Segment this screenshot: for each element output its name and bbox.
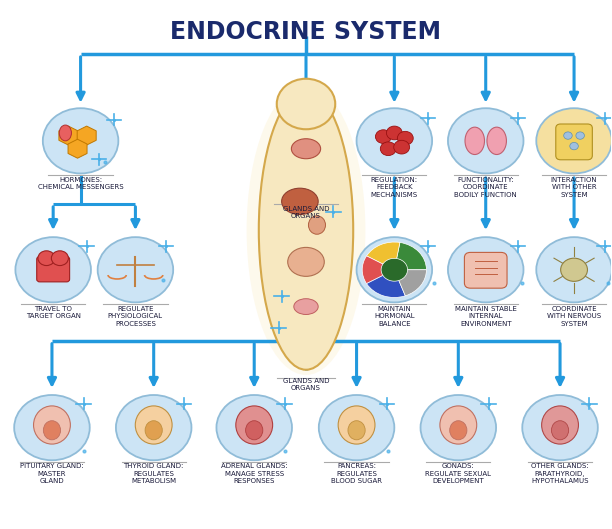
- Ellipse shape: [338, 406, 375, 444]
- Ellipse shape: [59, 125, 72, 141]
- Circle shape: [51, 251, 69, 266]
- Ellipse shape: [348, 421, 365, 440]
- Circle shape: [448, 108, 523, 174]
- Circle shape: [15, 237, 91, 303]
- FancyBboxPatch shape: [556, 124, 592, 160]
- Circle shape: [448, 237, 523, 303]
- Circle shape: [375, 130, 391, 143]
- Ellipse shape: [43, 421, 61, 440]
- Ellipse shape: [135, 406, 172, 444]
- Circle shape: [381, 258, 408, 281]
- FancyBboxPatch shape: [37, 257, 70, 282]
- Ellipse shape: [145, 421, 162, 440]
- Ellipse shape: [308, 216, 326, 234]
- Text: ADRENAL GLANDS:
MANAGE STRESS
RESPONSES: ADRENAL GLANDS: MANAGE STRESS RESPONSES: [221, 463, 288, 485]
- Ellipse shape: [487, 127, 507, 154]
- Circle shape: [217, 395, 292, 460]
- Text: COORDINATE
WITH NERVOUS
SYSTEM: COORDINATE WITH NERVOUS SYSTEM: [547, 306, 601, 326]
- Wedge shape: [367, 270, 405, 297]
- Circle shape: [536, 108, 612, 174]
- Text: HORMONES:
CHEMICAL MESSENGERS: HORMONES: CHEMICAL MESSENGERS: [38, 177, 124, 190]
- Text: OTHER GLANDS:
PARATHYROID,
HYPOTHALAMUS: OTHER GLANDS: PARATHYROID, HYPOTHALAMUS: [531, 463, 589, 485]
- Circle shape: [576, 132, 584, 139]
- Text: REGULATE
PHYSIOLOGICAL
PROCESSES: REGULATE PHYSIOLOGICAL PROCESSES: [108, 306, 163, 326]
- Text: FUNCTIONALITY:
COORDINATE
BODILY FUNCTION: FUNCTIONALITY: COORDINATE BODILY FUNCTIO…: [454, 177, 517, 198]
- Ellipse shape: [288, 248, 324, 276]
- Text: INTERACTION
WITH OTHER
SYSTEM: INTERACTION WITH OTHER SYSTEM: [551, 177, 597, 198]
- Text: ENDOCRINE SYSTEM: ENDOCRINE SYSTEM: [171, 20, 441, 44]
- Circle shape: [319, 395, 394, 460]
- Wedge shape: [362, 256, 394, 284]
- Circle shape: [43, 108, 118, 174]
- Ellipse shape: [245, 421, 263, 440]
- Ellipse shape: [236, 406, 272, 444]
- Text: GONADS:
REGULATE SEXUAL
DEVELOPMENT: GONADS: REGULATE SEXUAL DEVELOPMENT: [425, 463, 491, 485]
- Circle shape: [536, 237, 612, 303]
- Wedge shape: [394, 242, 427, 270]
- Text: MAINTAIN STABLE
INTERNAL
ENVIRONMENT: MAINTAIN STABLE INTERNAL ENVIRONMENT: [455, 306, 517, 326]
- Ellipse shape: [294, 299, 318, 315]
- Circle shape: [397, 131, 413, 145]
- Circle shape: [38, 251, 55, 266]
- Text: THYROID GLAND:
REGULATES
METABOLISM: THYROID GLAND: REGULATES METABOLISM: [124, 463, 184, 485]
- Ellipse shape: [259, 91, 353, 370]
- Text: REGULATION:
FEEDBACK
MECHANISMS: REGULATION: FEEDBACK MECHANISMS: [371, 177, 418, 198]
- Ellipse shape: [247, 86, 365, 375]
- Circle shape: [394, 140, 409, 154]
- Circle shape: [277, 79, 335, 129]
- Ellipse shape: [551, 421, 569, 440]
- Circle shape: [386, 126, 402, 140]
- Ellipse shape: [465, 127, 485, 154]
- Circle shape: [420, 395, 496, 460]
- Circle shape: [357, 108, 432, 174]
- FancyBboxPatch shape: [465, 252, 507, 288]
- Text: GLANDS AND
ORGANS: GLANDS AND ORGANS: [283, 206, 329, 219]
- Ellipse shape: [440, 406, 477, 444]
- Circle shape: [564, 132, 572, 139]
- Text: GLANDS AND
ORGANS: GLANDS AND ORGANS: [283, 378, 329, 391]
- Wedge shape: [367, 242, 400, 270]
- Text: PITUITARY GLAND:
MASTER
GLAND: PITUITARY GLAND: MASTER GLAND: [20, 463, 84, 485]
- Ellipse shape: [450, 421, 467, 440]
- Text: MAINTAIN
HORMONAL
BALANCE: MAINTAIN HORMONAL BALANCE: [374, 306, 415, 326]
- Text: TRAVEL TO
TARGET ORGAN: TRAVEL TO TARGET ORGAN: [26, 306, 81, 319]
- Ellipse shape: [542, 406, 578, 444]
- Ellipse shape: [282, 188, 318, 214]
- Wedge shape: [394, 270, 427, 296]
- Circle shape: [522, 395, 598, 460]
- Circle shape: [561, 258, 588, 281]
- Circle shape: [116, 395, 192, 460]
- Circle shape: [14, 395, 90, 460]
- Circle shape: [357, 237, 432, 303]
- Ellipse shape: [34, 406, 70, 444]
- Text: PANCREAS:
REGULATES
BLOOD SUGAR: PANCREAS: REGULATES BLOOD SUGAR: [331, 463, 382, 485]
- Circle shape: [98, 237, 173, 303]
- Circle shape: [570, 142, 578, 150]
- Circle shape: [380, 142, 396, 156]
- Ellipse shape: [291, 139, 321, 159]
- Circle shape: [268, 137, 344, 203]
